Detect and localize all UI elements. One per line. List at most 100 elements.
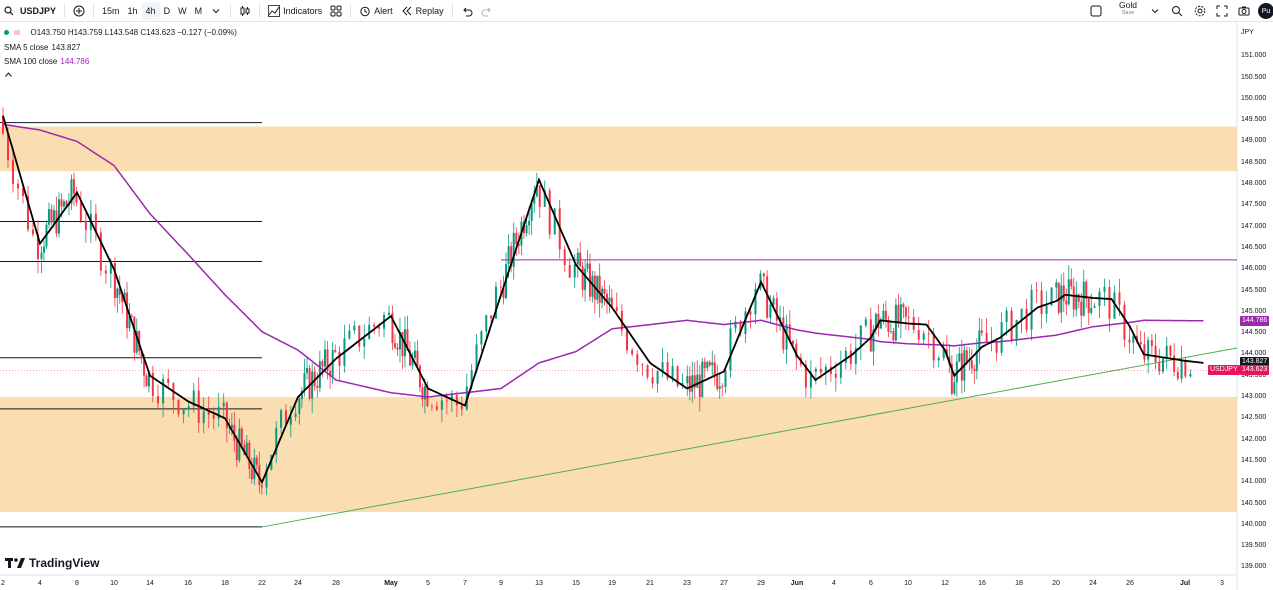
candle-body: [147, 372, 150, 387]
candle-body: [225, 402, 228, 429]
candle-body: [1087, 298, 1090, 313]
symbol-search[interactable]: USDJPY: [0, 2, 60, 20]
layout-name[interactable]: Gold Save: [1113, 1, 1143, 16]
price-tick-label: 150.500: [1241, 73, 1267, 81]
time-tick-label: 26: [1126, 580, 1134, 587]
candle-body: [1158, 361, 1161, 372]
time-tick-label: 20: [1052, 580, 1060, 587]
price-tick-label: 144.000: [1241, 350, 1267, 358]
collapse-legend-button[interactable]: [4, 70, 13, 80]
candle-body: [711, 362, 714, 366]
avatar[interactable]: Pu: [1258, 3, 1273, 19]
candle-body: [450, 395, 453, 402]
candle-body: [904, 307, 907, 317]
candle-body: [42, 246, 45, 253]
top-toolbar: USDJPY 15m 1h 4h D W M Indicators Alert …: [0, 0, 1273, 22]
candle-body: [1010, 310, 1013, 341]
candle-body: [289, 416, 292, 425]
time-tick-label: 18: [221, 580, 229, 587]
time-tick-label: 24: [294, 580, 302, 587]
alert-button[interactable]: Alert: [355, 2, 397, 20]
layout-select-button[interactable]: [1090, 2, 1102, 20]
candle-body: [396, 347, 399, 350]
candle-body: [958, 353, 961, 362]
sma100-legend[interactable]: SMA 100 close 144.786: [4, 57, 89, 67]
replay-button[interactable]: Replay: [397, 2, 448, 20]
candle-body: [303, 373, 306, 391]
sma100-price-tag: 144.786: [1240, 315, 1270, 326]
time-tick-label: 7: [463, 580, 467, 587]
price-chart[interactable]: [0, 22, 1273, 590]
interval-1h[interactable]: 1h: [124, 2, 142, 20]
candle-body: [135, 331, 138, 353]
candle-body: [202, 410, 205, 424]
time-tick-label: 5: [426, 580, 430, 587]
layout-dropdown[interactable]: [1149, 2, 1161, 20]
candle-body: [222, 402, 225, 407]
candle-body: [348, 330, 351, 339]
interval-4h[interactable]: 4h: [141, 1, 160, 20]
search-icon: [4, 5, 14, 15]
candle-body: [65, 201, 68, 206]
candle-body: [507, 246, 510, 265]
divider: [64, 3, 66, 18]
fullscreen-button[interactable]: [1216, 2, 1228, 20]
candle-body: [937, 357, 940, 361]
candle-body: [1139, 342, 1142, 345]
candle-body: [1020, 308, 1023, 320]
price-tick-label: 149.500: [1241, 116, 1267, 124]
tradingview-logo[interactable]: TradingView: [5, 556, 99, 570]
sma5-line: [2, 115, 1204, 485]
undo-button[interactable]: [457, 2, 477, 20]
candle-body: [538, 185, 541, 207]
candle-body: [576, 252, 579, 265]
candle-body: [1065, 300, 1068, 305]
candle-body: [1165, 345, 1168, 359]
candle-body: [525, 225, 528, 234]
candle-body: [528, 220, 531, 226]
candle-body: [646, 365, 649, 378]
candle-body: [416, 350, 419, 366]
candle-body: [294, 413, 297, 417]
interval-d[interactable]: D: [160, 2, 175, 20]
settings-button[interactable]: [1194, 2, 1206, 20]
price-tick-label: 143.500: [1241, 371, 1267, 379]
price-tick-label: 147.500: [1241, 201, 1267, 209]
interval-15m[interactable]: 15m: [98, 2, 124, 20]
candle-body: [769, 304, 772, 318]
price-tick-label: 145.000: [1241, 307, 1267, 315]
rewind-icon: [401, 6, 411, 15]
candle-body: [387, 312, 390, 315]
sma5-legend[interactable]: SMA 5 close 143.827: [4, 43, 80, 53]
quick-search-button[interactable]: [1171, 2, 1183, 20]
candle-body: [581, 266, 584, 290]
candle-body: [1067, 279, 1070, 305]
interval-dropdown[interactable]: [206, 2, 226, 20]
candle-body: [834, 373, 837, 378]
candle-body: [47, 209, 50, 225]
snapshot-button[interactable]: [1238, 2, 1250, 20]
candle-body: [470, 370, 473, 387]
candle-body: [889, 331, 892, 332]
tradingview-logo-icon: [5, 558, 25, 568]
price-tick-label: 150.000: [1241, 94, 1267, 102]
interval-w[interactable]: W: [174, 2, 191, 20]
candle-body: [706, 361, 709, 369]
candle-body: [445, 400, 448, 402]
layouts-button[interactable]: [326, 2, 346, 20]
candle-body: [363, 338, 366, 347]
candle-body: [1060, 285, 1063, 313]
candle-body: [515, 232, 518, 244]
interval-m[interactable]: M: [191, 2, 207, 20]
logo-text: TradingView: [29, 556, 100, 570]
candle-body: [849, 350, 852, 364]
compare-button[interactable]: [69, 2, 89, 20]
redo-button[interactable]: [477, 2, 497, 20]
candle-body: [691, 375, 694, 392]
candle-body: [814, 368, 817, 372]
candle-body: [455, 395, 458, 406]
candle-body: [475, 344, 478, 371]
chart-type-button[interactable]: [235, 2, 255, 20]
indicators-button[interactable]: Indicators: [264, 2, 326, 20]
price-tick-label: 141.000: [1241, 478, 1267, 486]
